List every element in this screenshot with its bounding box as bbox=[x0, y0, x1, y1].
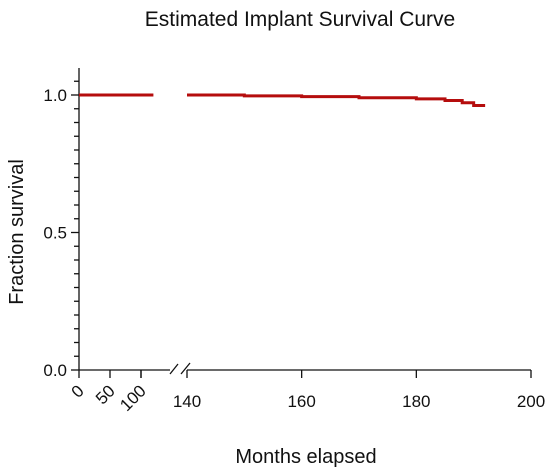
survival-curve-right bbox=[187, 93, 486, 107]
x-tick-label: 160 bbox=[287, 392, 315, 411]
x-axis-label: Months elapsed bbox=[235, 446, 376, 468]
axis-break-mark-right bbox=[180, 362, 191, 375]
y-tick-label: 0.5 bbox=[43, 224, 67, 243]
x-tick-label: 0 bbox=[68, 381, 88, 401]
axes bbox=[78, 68, 531, 375]
y-tick-label: 0.0 bbox=[43, 361, 67, 380]
x-tick-label: 140 bbox=[173, 392, 201, 411]
x-tick-label: 100 bbox=[116, 381, 149, 414]
y-axis-label: Fraction survival bbox=[6, 159, 28, 305]
y-tick-label: 1.0 bbox=[43, 86, 67, 105]
survival-curves bbox=[79, 93, 486, 107]
x-tick-label: 200 bbox=[517, 392, 545, 411]
axis-break-mark-left bbox=[169, 363, 179, 375]
chart-title: Estimated Implant Survival Curve bbox=[145, 8, 455, 31]
x-tick-label: 180 bbox=[402, 392, 430, 411]
x-tick-label: 50 bbox=[92, 381, 119, 408]
